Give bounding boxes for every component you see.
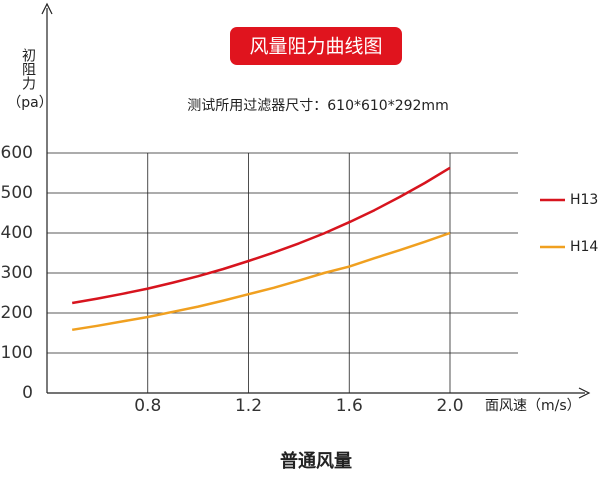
x-tick-label: 0.8 xyxy=(134,396,161,416)
x-axis-arrow xyxy=(578,387,591,399)
chart-subtitle: 测试所用过滤器尺寸：610*610*292mm xyxy=(187,98,448,114)
y-tick-label: 300 xyxy=(1,263,33,283)
y-axis-arrow xyxy=(41,2,53,15)
y-axis-label: 初阻力 xyxy=(20,47,36,91)
series-line xyxy=(71,166,451,305)
legend-label: H13 xyxy=(570,192,598,208)
caption: 普通风量 xyxy=(280,450,352,472)
title-box xyxy=(230,27,402,65)
x-axis-label: 面风速（m/s） xyxy=(485,398,581,414)
y-tick-label: 100 xyxy=(1,343,33,363)
x-tick-label: 2.0 xyxy=(436,396,463,416)
series-line xyxy=(71,231,451,332)
y-axis-unit: （pa） xyxy=(7,95,52,111)
y-tick-label: 200 xyxy=(1,303,33,323)
y-tick-label: 400 xyxy=(1,223,33,243)
x-tick-label: 1.2 xyxy=(235,396,262,416)
y-tick-label: 500 xyxy=(1,183,33,203)
y-tick-label: 600 xyxy=(1,143,33,163)
legend-label: H14 xyxy=(570,239,598,255)
y-tick-label: 0 xyxy=(22,383,33,403)
chart-title: 风量阻力曲线图 xyxy=(249,36,382,58)
x-tick-label: 1.6 xyxy=(336,396,363,416)
